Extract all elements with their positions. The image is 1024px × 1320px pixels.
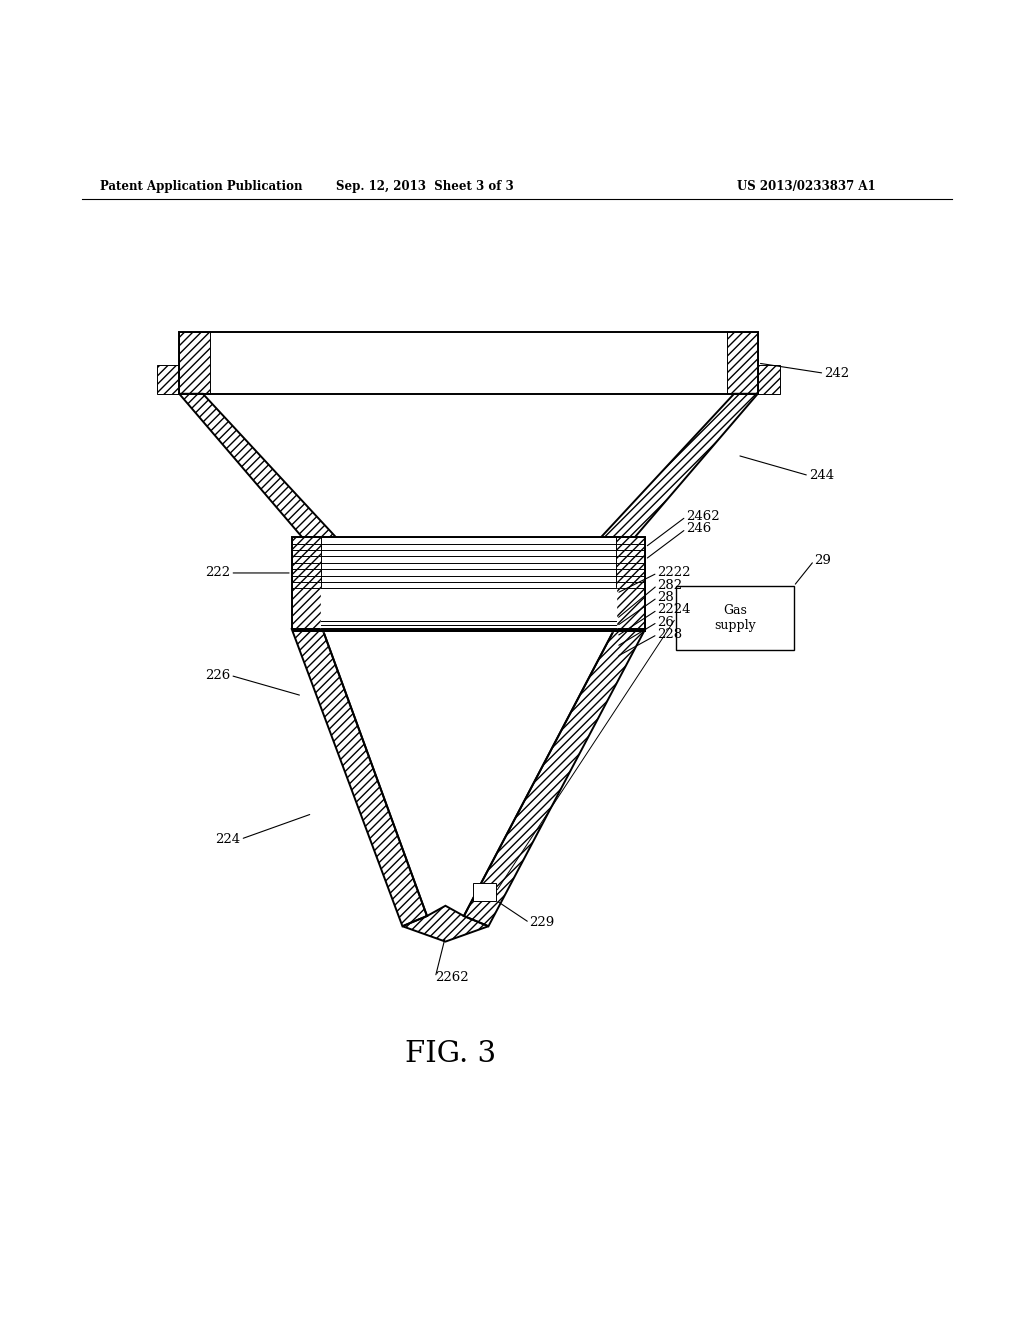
Text: 2224: 2224: [657, 603, 691, 616]
Text: 229: 229: [529, 916, 555, 929]
Polygon shape: [179, 333, 758, 393]
Text: 244: 244: [809, 469, 835, 482]
Text: FIG. 3: FIG. 3: [406, 1040, 496, 1068]
Text: 28: 28: [657, 591, 674, 605]
Text: 29: 29: [814, 554, 830, 568]
Text: 2262: 2262: [435, 972, 469, 983]
Text: 26: 26: [657, 615, 674, 628]
Text: US 2013/0233837 A1: US 2013/0233837 A1: [737, 181, 876, 194]
Text: 224: 224: [215, 833, 241, 846]
Text: Sep. 12, 2013  Sheet 3 of 3: Sep. 12, 2013 Sheet 3 of 3: [336, 181, 514, 194]
Text: 226: 226: [205, 669, 230, 682]
Text: Gas
supply: Gas supply: [714, 605, 756, 632]
Polygon shape: [323, 630, 614, 916]
Text: 246: 246: [686, 523, 712, 536]
Polygon shape: [292, 537, 645, 630]
Text: 242: 242: [824, 367, 850, 380]
Text: Patent Application Publication: Patent Application Publication: [100, 181, 303, 194]
Text: 222: 222: [205, 566, 230, 579]
Text: 282: 282: [657, 578, 683, 591]
Text: 2462: 2462: [686, 510, 720, 523]
Bar: [676, 586, 794, 649]
Text: 228: 228: [657, 628, 683, 642]
Polygon shape: [203, 393, 734, 537]
Polygon shape: [473, 883, 496, 902]
Text: 2222: 2222: [657, 566, 691, 579]
